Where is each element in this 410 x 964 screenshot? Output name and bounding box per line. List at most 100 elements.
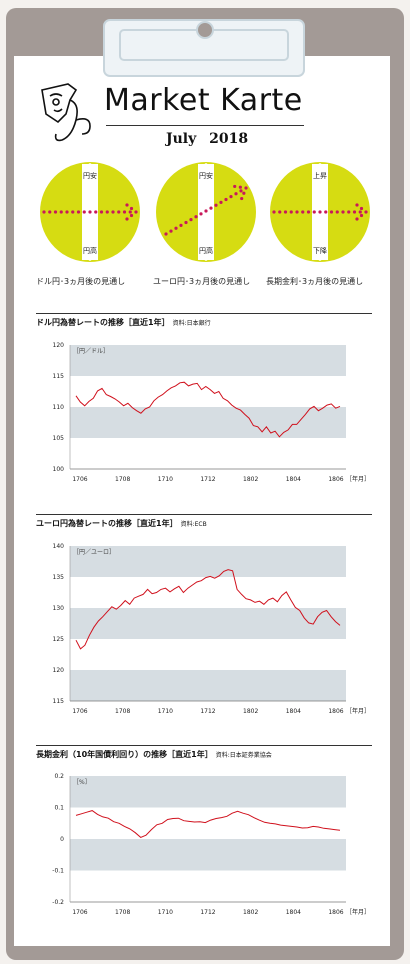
arrow-dot [289,210,293,214]
dial-top-label: 上昇 [313,171,327,180]
dial-band-cap-top [312,163,328,168]
unit-label: ［円／ドル］ [73,348,109,355]
dial-caption-rates: 長期金利･3ヵ月後の見通し [266,277,364,286]
series-line [75,381,341,438]
chart-title-eurjpy: ユーロ円為替レートの推移［直近1年］ 資料:ECB [36,518,207,529]
arrow-head-dot [242,191,246,195]
page-title: Market Karte [104,83,303,118]
x-tick-label: 1712 [200,708,215,715]
x-unit-label: ［年月］ [346,475,370,483]
eurjpy-chart: 140 135 130 125 120 115 ［円／ユーロ］ 1706 1708 1710 171… [53,543,370,715]
arrow-dot [364,210,368,214]
arrow-dot [194,215,198,219]
arrow-dot [229,195,233,199]
dial-arrow [42,203,138,221]
x-tick-label: 1712 [200,476,215,483]
arrow-head-dot [129,213,134,218]
grid-band [70,776,346,808]
x-tick-label: 1806 [328,909,343,916]
face-stethoscope-icon [41,83,91,142]
arrow-dot [306,210,311,214]
arrow-dot [42,210,46,214]
arrow-head-dot [233,184,237,189]
arrow-dot [272,210,276,214]
arrow-dot [244,186,248,190]
arrow-dot [53,210,58,214]
y-tick-label: 115 [53,373,65,380]
arrow-dot [184,220,188,225]
y-tick-label: 110 [53,404,65,411]
arrow-dot [59,210,63,214]
dial-bottom-label: 下降 [313,246,327,255]
arrow-dot [283,210,288,214]
arrow-dot [76,210,81,214]
section-rule-1 [36,313,372,314]
chart-title-usdjpy: ドル円為替レートの推移［直近1年］ 資料:日本銀行 [36,317,211,328]
arrow-head-dot [125,217,129,221]
x-tick-label: 1710 [158,708,173,715]
arrow-dot [295,210,299,214]
x-tick-label: 1804 [286,708,301,715]
arrow-dot [128,210,132,214]
x-tick-label: 1706 [72,476,87,483]
arrow-dot [204,209,208,213]
arrow-dot [324,210,328,214]
series-line [75,810,341,838]
y-tick-label: -0.2 [52,899,64,906]
chart-title-text: ユーロ円為替レートの推移［直近1年］ [36,519,178,528]
chart-source: 資料:日本銀行 [172,320,211,327]
dial-band-cap-top [82,163,98,168]
x-tick-label: 1712 [200,909,215,916]
arrow-dot [239,189,243,193]
chart-source: 資料:日本証券業協会 [215,752,272,759]
arrow-dot [214,203,218,207]
chart-source: 資料:ECB [180,521,207,528]
y-tick-label: 0.2 [54,773,64,780]
arrow-head-dot [238,185,242,189]
arrow-dot [352,210,357,214]
arrow-dot [341,210,345,214]
arrow-dot [329,210,334,214]
dial-top-label: 円安 [83,171,97,180]
dial-bottom-label: 円高 [199,246,213,255]
arrow-dot [199,212,203,216]
dial-top-label: 円安 [199,171,213,180]
chart-title-text: ドル円為替レートの推移［直近1年］ [36,318,170,327]
y-tick-label: 0.1 [54,805,64,812]
y-tick-label: 100 [53,466,65,473]
x-tick-label: 1804 [286,909,301,916]
x-tick-label: 1806 [328,476,343,483]
y-tick-label: 130 [53,605,65,612]
issue-date: July 2018 [166,131,248,147]
arrow-head-dot [129,206,134,211]
grid-band [70,546,346,577]
arrow-dot [358,210,362,214]
arrow-dot [169,229,173,233]
x-tick-label: 1706 [72,708,87,715]
chart-title-text: 長期金利（10年国債利回り）の推移［直近1年］ [36,750,213,759]
arrow-dot [278,210,282,214]
x-unit-label: ［年月］ [346,908,370,916]
arrow-dot [122,210,127,214]
series-line [75,569,341,650]
y-tick-label: 120 [53,667,65,674]
x-unit-label: ［年月］ [346,707,370,715]
section-rule-2 [36,514,372,515]
dial-caption-eurjpy: ユーロ円･3ヵ月後の見通し [153,277,251,286]
x-tick-label: 1806 [328,708,343,715]
arrow-dot [105,210,109,214]
x-tick-label: 1706 [72,909,87,916]
arrow-dot [347,210,351,214]
arrow-head-dot [355,217,359,221]
arrow-dot [65,210,69,214]
x-tick-label: 1710 [158,909,173,916]
arrow-dot [318,210,322,214]
y-tick-label: 125 [53,636,65,643]
y-tick-label: 120 [53,342,65,349]
arrow-dot [111,210,115,214]
grid-band [70,345,346,376]
title-underline [106,125,304,126]
x-tick-label: 1710 [158,476,173,483]
grid-band [70,670,346,701]
